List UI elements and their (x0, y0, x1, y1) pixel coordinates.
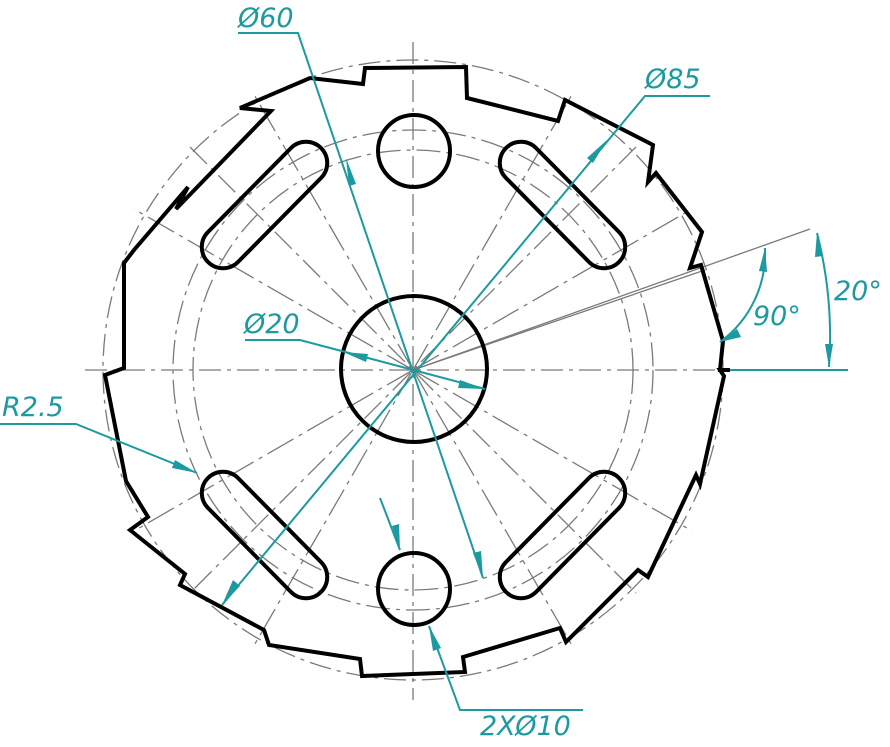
center-bore (339, 294, 489, 444)
d20-arrow-right (458, 380, 485, 389)
d85-arrow-bottom (222, 580, 240, 605)
deg20-arrow-bottom (825, 344, 833, 367)
angle-ray-90 (412, 269, 706, 371)
deg20-arrow-top (815, 233, 823, 257)
d60-leader (238, 32, 484, 579)
holes-leader (379, 497, 401, 551)
deg20-label: 20° (834, 276, 882, 307)
tooth-ray-4 (412, 208, 693, 371)
slot-bottom-right (497, 469, 628, 601)
tooth-ray-1 (133, 208, 414, 371)
tooth-ray-5 (412, 369, 693, 532)
angle-ray-20 (412, 228, 811, 371)
slot-bottom-left (199, 469, 330, 601)
r25-arrow (172, 460, 197, 473)
d20-leader (245, 339, 486, 390)
deg90-arrow-top (759, 248, 767, 272)
deg90-label: 90° (753, 301, 801, 332)
d85-arrow-top (587, 140, 607, 163)
tooth-ray-8 (133, 369, 414, 532)
dimensions (0, 32, 848, 711)
centerlines (85, 42, 811, 700)
r25-leader (0, 423, 198, 474)
deg90-arrow-bottom (720, 329, 741, 342)
d20-arrow-left (343, 352, 368, 362)
serrated-outer-profile (102, 64, 730, 679)
tooth-ray-2 (251, 90, 414, 371)
slot-top-right (497, 139, 628, 271)
holes-label: 2XØ10 (480, 711, 571, 742)
d60-arrow-bottom (473, 551, 483, 578)
diagonal-centerline-2 (189, 146, 637, 594)
holes-arrow-bottom (429, 626, 441, 651)
r25-label: R2.5 (2, 392, 64, 423)
holes-arrow-top (392, 524, 400, 550)
diagonal-centerline-1 (189, 146, 637, 594)
tooth-ray-6 (412, 369, 575, 650)
d85-leader (221, 95, 710, 606)
hole-top (376, 113, 452, 189)
dimension-labels: Ø60 Ø85 Ø20 R2.5 20° 90° 2XØ10 (2, 3, 882, 742)
slot-top-left (199, 139, 330, 271)
d85-label: Ø85 (644, 64, 701, 95)
hole-bottom (376, 551, 452, 627)
d60-label: Ø60 (237, 3, 294, 34)
tooth-ray-7 (251, 369, 414, 650)
part-outline (102, 64, 730, 679)
d60-arrow-top (346, 158, 356, 186)
d20-label: Ø20 (243, 309, 300, 340)
tooth-ray-3 (412, 90, 575, 371)
holes-leader-lower (428, 625, 583, 711)
